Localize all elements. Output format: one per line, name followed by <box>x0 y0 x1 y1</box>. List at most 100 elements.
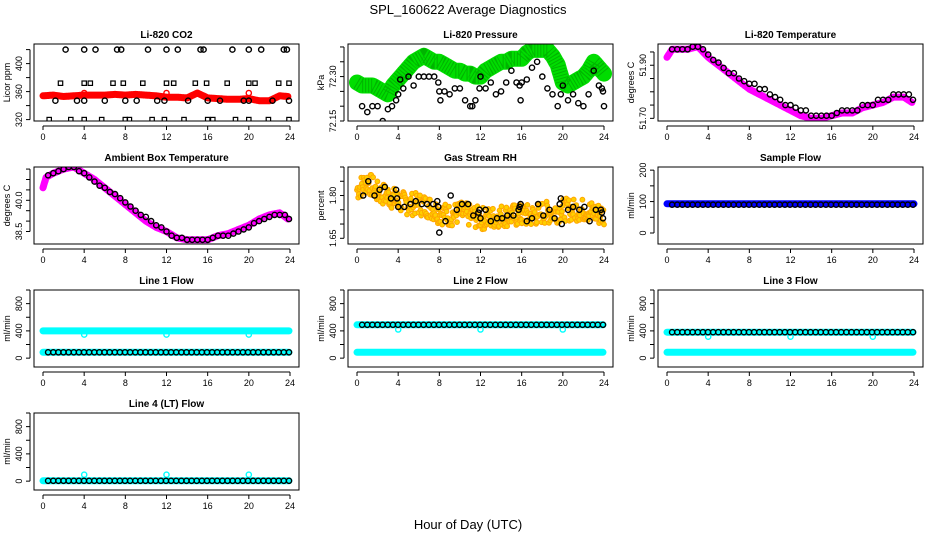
data-point <box>286 116 292 121</box>
data-point <box>396 76 404 83</box>
data-point <box>585 91 592 98</box>
data-point <box>523 76 531 83</box>
data-point <box>113 46 121 53</box>
data-point <box>549 91 556 98</box>
data-point <box>101 184 109 192</box>
y-axis-label: degrees C <box>2 184 12 226</box>
series-raw-dips <box>80 331 253 338</box>
data-point <box>55 167 62 175</box>
data-point <box>410 82 417 89</box>
x-tick-label: 20 <box>558 378 568 388</box>
data-point <box>379 117 386 121</box>
x-tick-label: 8 <box>747 378 752 388</box>
data-point <box>392 186 400 194</box>
data-point <box>466 102 474 110</box>
data-point <box>435 88 443 95</box>
data-point <box>224 80 231 87</box>
data-point <box>163 89 170 97</box>
y-axis-label: kPa <box>316 75 326 91</box>
x-tick-label: 0 <box>40 501 45 511</box>
data-point <box>80 89 88 97</box>
panel-title: Li-820 Pressure <box>443 30 518 41</box>
data-point <box>245 46 253 53</box>
data-point <box>446 203 452 210</box>
x-tick-label: 24 <box>909 255 919 265</box>
data-point <box>62 46 69 53</box>
data-point <box>412 197 420 205</box>
data-point <box>197 46 204 53</box>
series-averages <box>358 58 608 121</box>
data-point <box>192 80 199 87</box>
data-point <box>149 116 155 121</box>
x-tick-label: 4 <box>706 132 711 142</box>
y-tick-label: 72.30 <box>328 65 338 88</box>
data-point <box>498 203 505 210</box>
series-averages <box>44 167 293 244</box>
data-point <box>515 206 522 214</box>
series-raw-outliers <box>80 89 253 97</box>
data-point <box>255 217 263 225</box>
data-point <box>482 85 489 92</box>
data-point <box>280 46 288 53</box>
y-axis-label: percent <box>316 190 326 221</box>
data-point <box>163 471 170 479</box>
y-tick-label: 51.70 <box>638 107 648 130</box>
data-point <box>91 178 98 185</box>
x-tick-label: 8 <box>437 255 442 265</box>
data-point <box>98 116 105 121</box>
data-point <box>453 206 461 214</box>
x-axis: 0 4 8 12 16 20 24 <box>354 125 609 142</box>
figure-title: SPL_160622 Average Diagnostics <box>369 2 567 17</box>
data-point <box>498 214 506 222</box>
data-point <box>598 85 606 92</box>
data-point <box>523 217 531 225</box>
plot-frame <box>657 43 924 122</box>
data-point <box>203 80 210 87</box>
data-point <box>285 97 293 104</box>
data-point <box>363 108 371 116</box>
x-axis: 0 4 8 12 16 20 24 <box>664 371 919 388</box>
panel-title: Sample Flow <box>760 153 821 164</box>
data-point <box>740 77 748 85</box>
x-tick-label: 12 <box>475 132 485 142</box>
data-point <box>472 97 479 104</box>
y-axis-label: ml/min <box>2 438 12 465</box>
data-point <box>684 46 691 53</box>
x-tick-label: 20 <box>558 255 568 265</box>
plot-area <box>39 46 293 121</box>
data-point <box>539 73 546 80</box>
data-point <box>441 88 448 95</box>
x-tick-label: 0 <box>354 255 359 265</box>
x-axis: 0 4 8 12 16 20 24 <box>40 125 295 142</box>
data-point <box>557 91 565 98</box>
data-point <box>446 91 453 98</box>
data-point <box>364 177 372 185</box>
data-point <box>285 215 293 223</box>
x-tick-label: 24 <box>285 501 295 511</box>
y-tick-label: 400 <box>14 446 24 461</box>
data-point <box>599 214 607 222</box>
x-tick-label: 0 <box>664 378 669 388</box>
plot-area <box>354 172 607 236</box>
x-tick-label: 8 <box>123 501 128 511</box>
y-tick-label: 320 <box>14 112 24 127</box>
x-tick-label: 4 <box>82 132 87 142</box>
x-tick-label: 16 <box>827 255 837 265</box>
y-axis-label: ml/min <box>626 315 636 342</box>
plot-frame <box>33 289 300 368</box>
data-point <box>163 46 170 53</box>
data-point <box>400 203 408 211</box>
data-point <box>80 471 88 479</box>
data-point <box>579 196 586 203</box>
data-point <box>540 212 547 219</box>
data-point <box>909 328 917 336</box>
data-point <box>285 348 293 356</box>
data-point <box>181 116 187 121</box>
data-point <box>371 192 378 199</box>
